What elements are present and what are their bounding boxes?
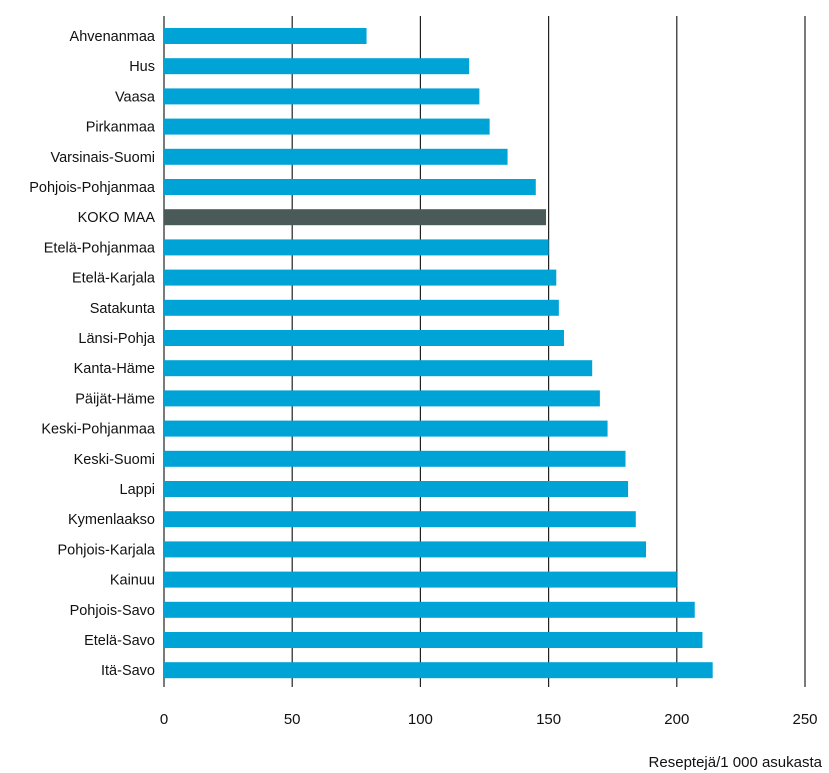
x-tick-label: 50 bbox=[284, 711, 301, 728]
category-label: Kymenlaakso bbox=[68, 512, 155, 528]
category-label: Etelä-Pohjanmaa bbox=[44, 240, 156, 256]
bar bbox=[164, 662, 713, 679]
category-label: Päijät-Häme bbox=[75, 391, 155, 407]
bar bbox=[164, 58, 470, 75]
x-tick-label: 150 bbox=[536, 711, 561, 728]
category-label: Länsi-Pohja bbox=[78, 331, 156, 347]
bar bbox=[164, 118, 490, 135]
x-axis-title: Reseptejä/1 000 asukasta bbox=[649, 754, 823, 771]
category-label: Ahvenanmaa bbox=[70, 29, 156, 45]
bar bbox=[164, 330, 564, 346]
bar bbox=[164, 571, 677, 588]
category-label: Etelä-Savo bbox=[84, 633, 155, 649]
category-label: Lappi bbox=[120, 482, 155, 498]
x-tick-labels: 0 50 100 150 200 250 bbox=[160, 711, 818, 728]
bar bbox=[164, 179, 536, 195]
category-label: Itä-Savo bbox=[101, 663, 155, 679]
bar bbox=[164, 511, 636, 528]
bars bbox=[164, 28, 713, 679]
category-label: Satakunta bbox=[90, 301, 156, 317]
category-labels: Ahvenanmaa Hus Vaasa Pirkanmaa Varsinais-Suo… bbox=[29, 29, 156, 679]
x-tick-label: 250 bbox=[792, 711, 817, 728]
category-label: Pohjois-Pohjanmaa bbox=[29, 180, 156, 196]
bar bbox=[164, 481, 629, 497]
x-tick-label: 100 bbox=[408, 711, 433, 728]
x-tick-label: 200 bbox=[664, 711, 689, 728]
bar bbox=[164, 148, 508, 165]
category-label: Varsinais-Suomi bbox=[51, 150, 156, 166]
category-label: Keski-Pohjanmaa bbox=[41, 422, 156, 438]
bar bbox=[164, 88, 480, 105]
category-label: Kanta-Häme bbox=[74, 361, 155, 377]
category-label: Kainuu bbox=[110, 573, 155, 589]
bar bbox=[164, 601, 695, 618]
bar bbox=[164, 299, 559, 316]
bar bbox=[164, 239, 549, 256]
bar bbox=[164, 209, 547, 226]
bar bbox=[164, 450, 626, 467]
category-label: KOKO MAA bbox=[78, 210, 156, 226]
bar bbox=[164, 269, 557, 286]
category-label: Pirkanmaa bbox=[86, 120, 156, 136]
category-label: Etelä-Karjala bbox=[72, 271, 156, 287]
bar bbox=[164, 541, 647, 558]
category-label: Pohjois-Karjala bbox=[57, 542, 155, 558]
bar bbox=[164, 28, 367, 44]
category-label: Keski-Suomi bbox=[74, 452, 155, 468]
category-label: Vaasa bbox=[115, 89, 156, 105]
category-label: Pohjois-Savo bbox=[70, 603, 155, 619]
bar bbox=[164, 632, 703, 648]
bar bbox=[164, 390, 600, 407]
x-tick-label: 0 bbox=[160, 711, 168, 728]
bar bbox=[164, 420, 608, 437]
category-label: Hus bbox=[129, 59, 155, 75]
bar bbox=[164, 360, 593, 377]
